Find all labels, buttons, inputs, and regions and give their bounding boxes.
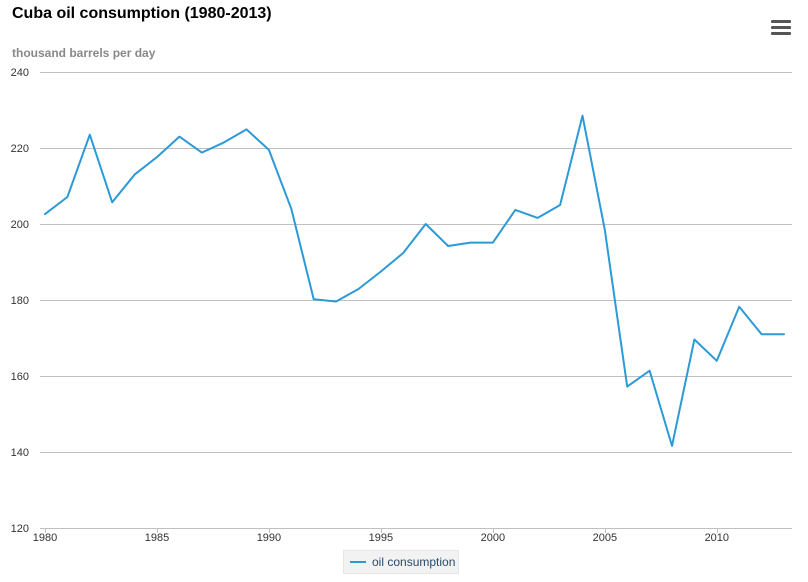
x-tick-label-2010: 2010 [705, 532, 729, 544]
series-layer [44, 114, 785, 447]
y-tick-label-220: 220 [11, 143, 29, 155]
y-tick-label-200: 200 [11, 219, 29, 231]
y-tick-label-180: 180 [11, 295, 29, 307]
y-tick-label-240: 240 [11, 67, 29, 79]
y-tick-label-120: 120 [11, 523, 29, 535]
x-tick-label-2000: 2000 [481, 532, 505, 544]
x-axis-ticks: 1980 1985 1990 1995 2000 2005 2010 [33, 528, 729, 544]
hamburger-menu-icon[interactable] [771, 20, 791, 38]
x-tick-label-1980: 1980 [33, 532, 57, 544]
y-axis-ticks: 120 140 160 180 200 220 240 [11, 67, 29, 535]
chart-title: Cuba oil consumption (1980-2013) [12, 5, 272, 22]
grid-lines [40, 72, 792, 529]
legend-swatch [350, 561, 366, 563]
menu-bar-bottom [771, 32, 791, 35]
menu-bar-middle [771, 26, 791, 29]
x-tick-label-1985: 1985 [145, 532, 169, 544]
y-tick-label-140: 140 [11, 447, 29, 459]
series-line-oil-consumption [44, 114, 785, 447]
x-tick-label-1990: 1990 [257, 532, 281, 544]
x-tick-label-1995: 1995 [369, 532, 393, 544]
x-tick-label-2005: 2005 [593, 532, 617, 544]
y-tick-label-160: 160 [11, 371, 29, 383]
legend-item-oil-consumption[interactable]: oil consumption [343, 550, 459, 574]
y-axis-unit-label: thousand barrels per day [12, 46, 156, 60]
menu-bar-top [771, 20, 791, 23]
legend-label: oil consumption [372, 555, 456, 569]
